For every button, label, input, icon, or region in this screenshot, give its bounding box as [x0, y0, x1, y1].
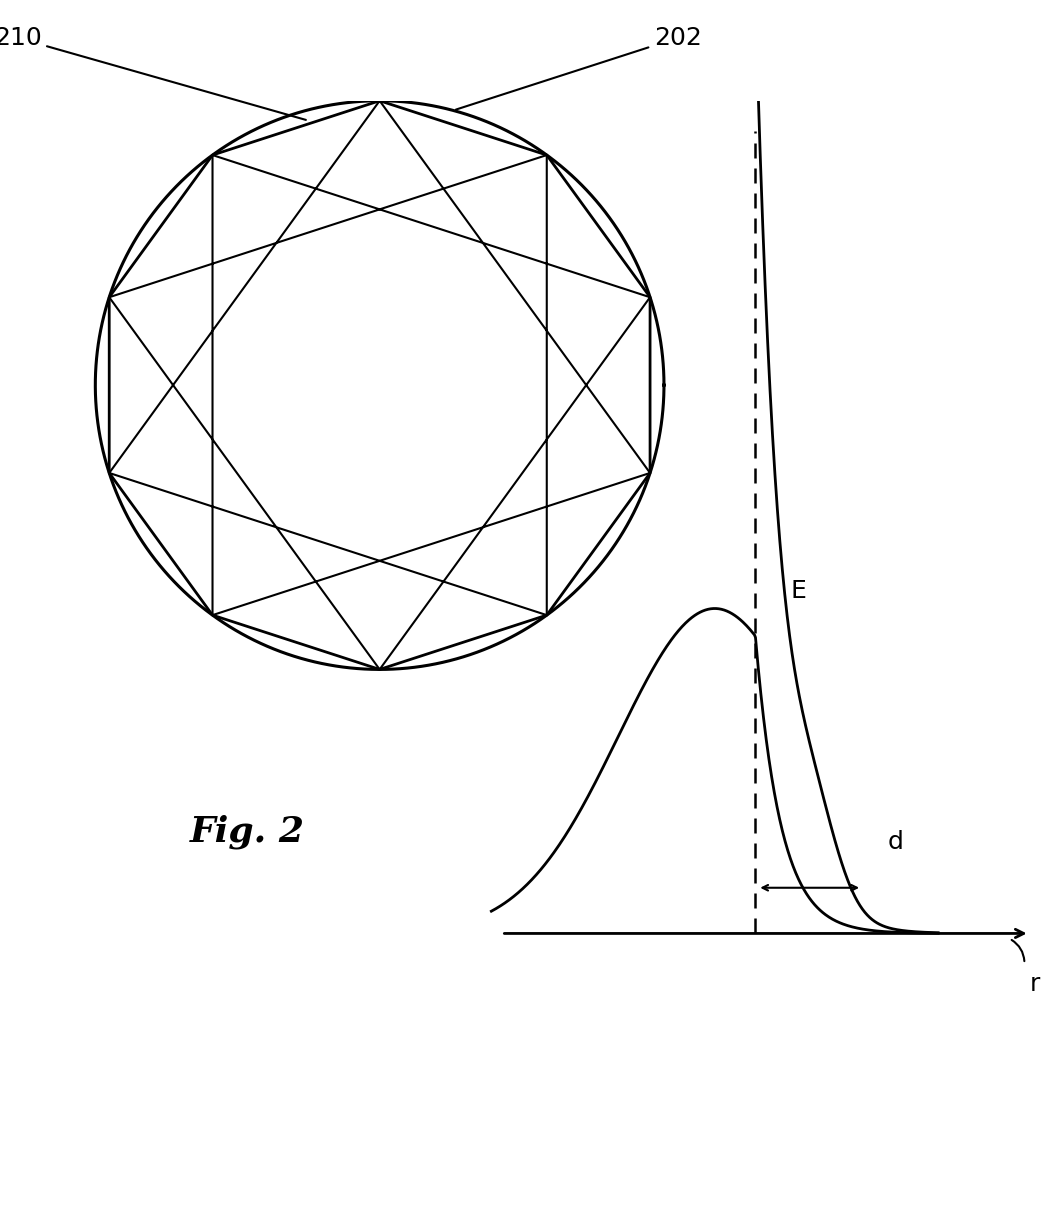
Text: 202: 202	[455, 26, 701, 110]
Text: 210: 210	[0, 26, 306, 120]
Text: r: r	[1029, 972, 1040, 996]
Text: d: d	[888, 830, 903, 854]
Text: Fig. 2: Fig. 2	[190, 814, 305, 849]
Text: E: E	[791, 579, 807, 604]
